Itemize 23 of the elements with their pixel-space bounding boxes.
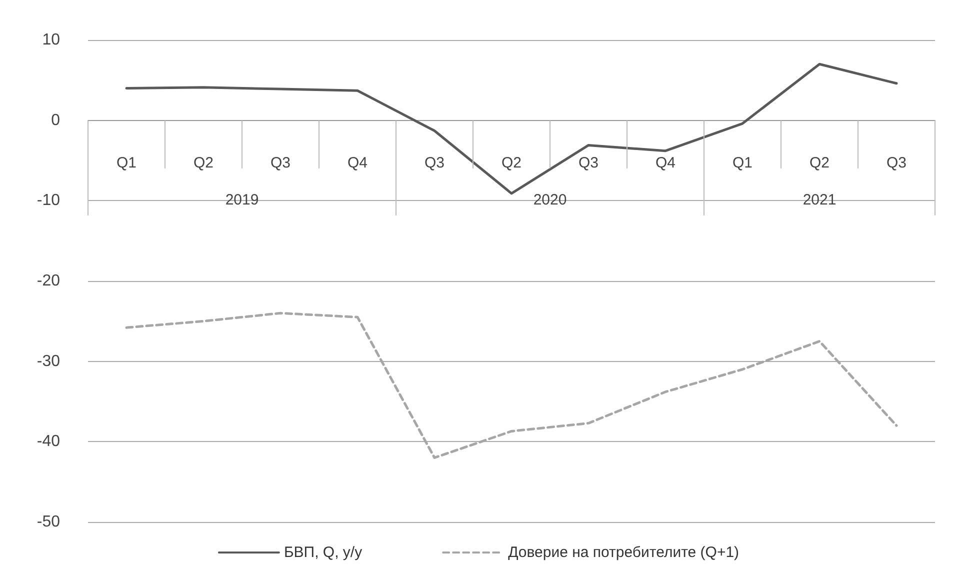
annotation: 2020: [533, 191, 567, 208]
y-tick-label: -10: [36, 192, 60, 210]
x-tick-label: Q4: [655, 154, 676, 172]
x-tick-label: Q1: [732, 154, 753, 172]
y-tick-label: -30: [36, 352, 60, 370]
y-tick-label: -40: [36, 433, 60, 450]
y-tick-label: 0: [51, 112, 60, 129]
legend-label: БВП, Q, y/y: [284, 544, 363, 561]
annotation: 2019: [225, 191, 259, 208]
annotation: 2021: [802, 191, 836, 208]
y-tick-label: -20: [36, 272, 60, 290]
x-tick-label: Q3: [886, 154, 907, 172]
y-tick-label: 10: [42, 32, 60, 48]
x-tick-label: Q3: [424, 154, 445, 172]
y-tick-label: -50: [36, 514, 60, 530]
x-tick-label: Q1: [116, 154, 137, 172]
x-tick-label: Q2: [193, 154, 214, 172]
legend-label: Доверие на потребителите (Q+1): [508, 544, 740, 561]
x-tick-label: Q3: [270, 154, 291, 172]
x-tick-label: Q4: [347, 154, 368, 172]
x-tick-label: Q2: [501, 154, 522, 172]
x-tick-label: Q3: [578, 154, 599, 172]
x-tick-label: Q2: [809, 154, 830, 172]
